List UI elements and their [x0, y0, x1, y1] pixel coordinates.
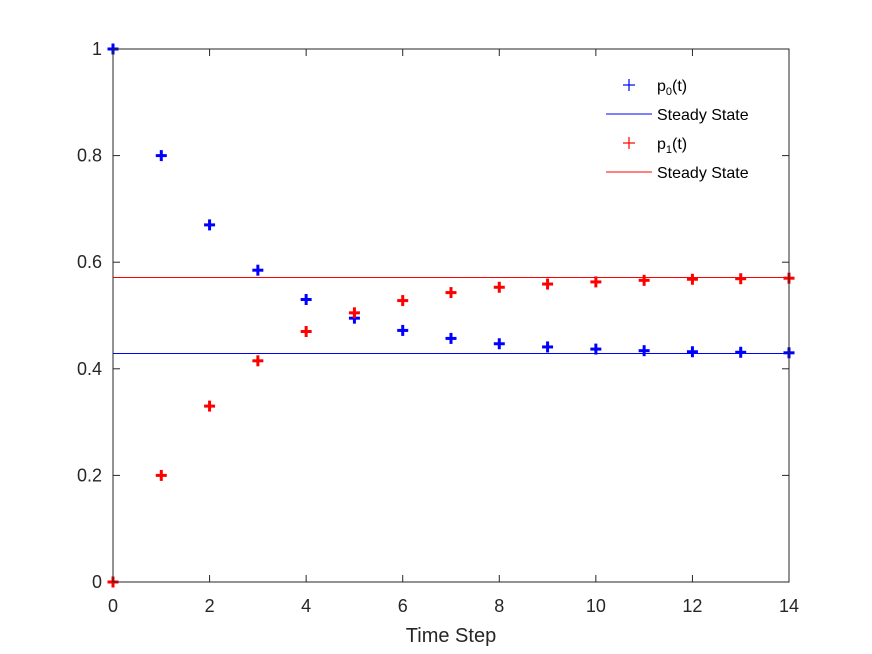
legend: p0(t) Steady State p1(t) Steady State	[606, 78, 749, 182]
data-point-0-8	[493, 338, 505, 350]
data-point-2-9	[542, 278, 554, 290]
x-tick-label: 12	[682, 596, 702, 616]
legend-label: p1(t)	[657, 136, 687, 156]
legend-entry-1: Steady State	[606, 107, 749, 124]
data-markers	[107, 43, 795, 588]
y-axis-ticks: 0 0.2 0.4 0.6 0.8 1	[77, 39, 789, 592]
steady-state-lines	[113, 276, 789, 355]
data-point-0-12	[686, 346, 698, 358]
legend-label: p0(t)	[657, 78, 687, 98]
data-point-2-10	[590, 276, 602, 288]
data-point-0-13	[735, 346, 747, 358]
legend-entry-0: p0(t)	[623, 78, 687, 98]
legend-label: Steady State	[657, 165, 749, 182]
data-point-2-4	[300, 325, 312, 337]
data-point-2-6	[397, 295, 409, 307]
x-tick-label: 14	[779, 596, 799, 616]
legend-label: Steady State	[657, 107, 749, 124]
data-point-0-11	[638, 345, 650, 357]
x-tick-label: 6	[398, 596, 408, 616]
x-tick-label: 8	[494, 596, 504, 616]
data-point-2-1	[155, 469, 167, 481]
y-tick-label: 1	[92, 39, 102, 59]
data-point-2-5	[348, 307, 360, 319]
data-point-0-6	[397, 324, 409, 336]
x-axis-ticks: 0 2 4 6 8 10 12 14	[108, 49, 799, 616]
x-tick-label: 10	[586, 596, 606, 616]
data-point-2-7	[445, 287, 457, 299]
x-tick-label: 0	[108, 596, 118, 616]
data-point-0-10	[590, 343, 602, 355]
data-point-0-4	[300, 294, 312, 306]
plot-background	[113, 49, 789, 582]
data-point-0-9	[542, 341, 554, 353]
legend-entry-2: p1(t)	[623, 136, 687, 156]
y-tick-label: 0.6	[77, 252, 102, 272]
y-tick-label: 0.2	[77, 465, 102, 485]
data-point-2-12	[686, 273, 698, 285]
data-point-2-11	[638, 274, 650, 286]
y-tick-label: 0	[92, 572, 102, 592]
data-point-2-13	[735, 273, 747, 285]
y-tick-label: 0.4	[77, 359, 102, 379]
data-point-0-3	[252, 264, 264, 276]
data-point-2-2	[204, 400, 216, 412]
data-point-0-7	[445, 332, 457, 344]
legend-entry-3: Steady State	[606, 165, 749, 182]
data-point-2-3	[252, 355, 264, 367]
data-point-0-1	[155, 150, 167, 162]
x-axis-label: Time Step	[406, 625, 496, 647]
y-tick-label: 0.8	[77, 146, 102, 166]
x-tick-label: 4	[301, 596, 311, 616]
axes-box	[112, 48, 790, 583]
x-tick-label: 2	[205, 596, 215, 616]
data-point-0-2	[204, 219, 216, 231]
data-point-2-8	[493, 281, 505, 293]
